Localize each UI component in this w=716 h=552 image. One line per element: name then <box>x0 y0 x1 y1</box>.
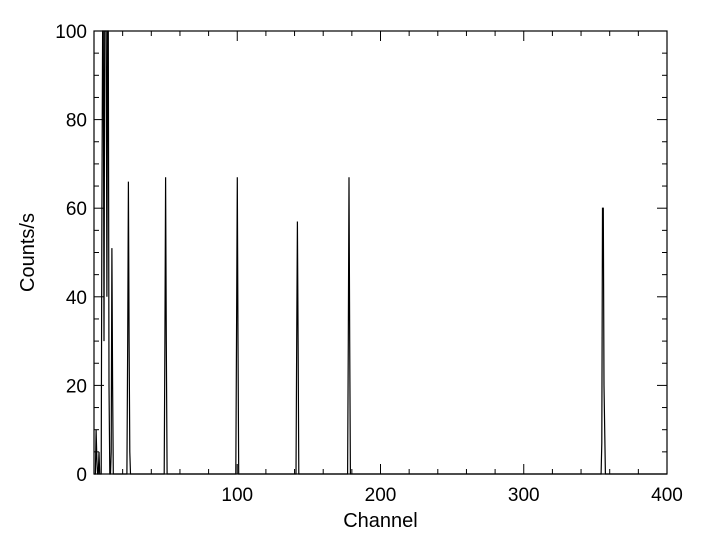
plot-frame <box>93 30 668 475</box>
y-tick-label: 60 <box>66 199 87 220</box>
spectrum-line <box>94 30 667 475</box>
y-tick-label: 80 <box>66 111 87 132</box>
tick-labels: 100 200 300 400 0 20 40 60 80 100 <box>55 22 683 506</box>
x-axis-label: Channel <box>343 510 418 532</box>
y-tick-label: 40 <box>66 288 87 309</box>
plot-series <box>94 30 667 475</box>
x-tick-label: 200 <box>365 485 397 506</box>
axis-ticks <box>93 30 668 475</box>
y-tick-label: 20 <box>66 376 87 397</box>
x-tick-label: 400 <box>651 485 683 506</box>
y-axis-label: Counts/s <box>17 213 39 292</box>
x-tick-label: 100 <box>221 485 253 506</box>
y-tick-label: 0 <box>76 465 87 486</box>
x-tick-label: 300 <box>508 485 540 506</box>
y-tick-label: 100 <box>55 22 87 43</box>
